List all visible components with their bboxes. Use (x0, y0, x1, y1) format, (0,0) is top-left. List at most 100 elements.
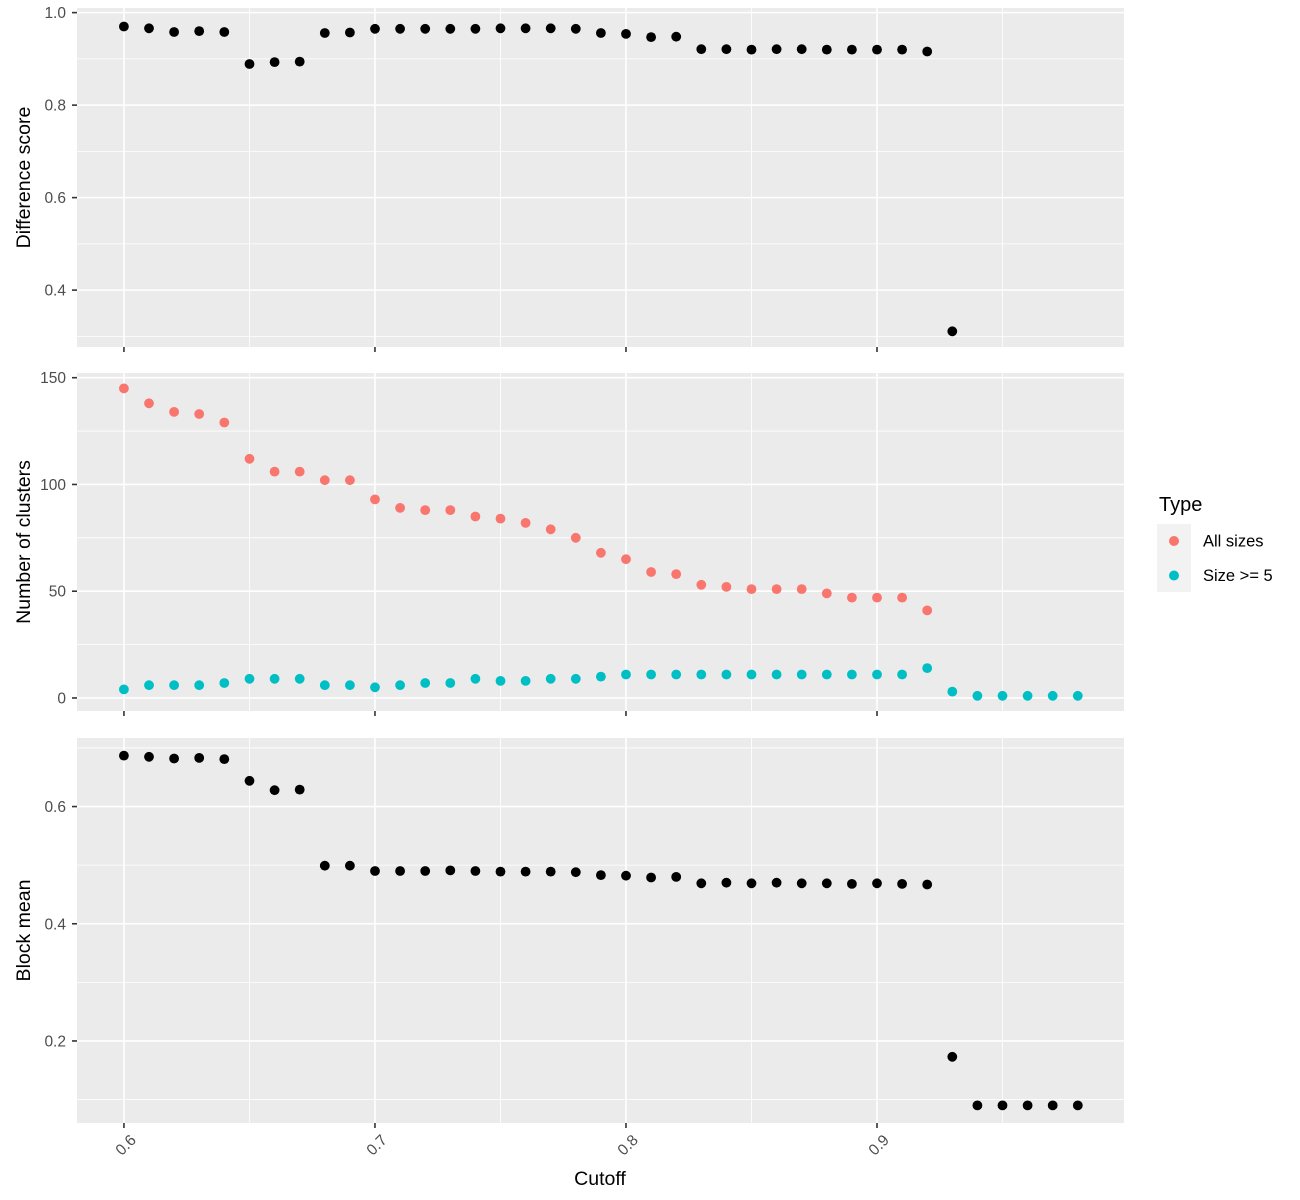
data-point (144, 751, 154, 762)
data-point (294, 466, 305, 477)
data-point (570, 867, 581, 878)
data-point (370, 494, 380, 505)
panel-block-mean: 0.2 0.4 0.6 0.6 0.7 0.8 0.9 (44, 738, 1124, 1159)
data-point (821, 44, 832, 55)
data-point (821, 588, 832, 599)
data-point (420, 23, 431, 34)
data-point (345, 680, 355, 691)
data-point (1022, 690, 1033, 701)
data-point (570, 532, 581, 543)
data-point (445, 23, 456, 34)
data-point (470, 673, 481, 684)
x-tick-label: 0.9 (866, 1132, 893, 1159)
data-point (370, 682, 380, 693)
data-point (796, 669, 807, 680)
data-point (269, 57, 280, 67)
data-point (495, 23, 506, 34)
data-point (596, 28, 606, 38)
data-point (872, 592, 882, 603)
data-point (997, 1100, 1008, 1111)
data-point (1047, 690, 1058, 701)
y-tick-label: 0.6 (44, 799, 66, 816)
data-point (495, 676, 506, 686)
data-point (897, 592, 907, 603)
data-point (696, 579, 707, 590)
data-point (420, 505, 431, 515)
data-point (696, 669, 707, 680)
data-point (897, 879, 907, 889)
data-point (244, 59, 255, 69)
data-point (796, 878, 807, 889)
data-point (796, 584, 807, 594)
data-point (847, 669, 857, 680)
y-axis-title-difference-score: Difference score (13, 107, 35, 249)
data-point (470, 23, 481, 34)
legend-dot-size-ge-5-icon (1169, 570, 1179, 581)
y-axis-title-number-of-clusters: Number of clusters (13, 460, 35, 624)
data-point (169, 27, 180, 37)
data-point (872, 669, 882, 680)
data-point (445, 505, 456, 515)
x-tick-label: 0.6 (113, 1132, 140, 1159)
data-point (671, 872, 682, 882)
data-point (596, 870, 606, 880)
data-point (771, 669, 782, 680)
series-difference-score (119, 21, 958, 337)
data-point (947, 1051, 958, 1062)
series-size-5 (119, 663, 1083, 701)
data-point (746, 878, 757, 889)
data-point (746, 669, 757, 680)
data-point (696, 44, 707, 55)
data-point (144, 23, 154, 34)
data-point (796, 44, 807, 55)
data-point (395, 866, 405, 876)
y-tick-label: 1.0 (44, 5, 66, 22)
data-point (922, 879, 933, 890)
data-point (872, 878, 882, 889)
data-point (520, 866, 531, 877)
data-point (872, 44, 882, 55)
series-block-mean (119, 750, 1083, 1111)
data-point (545, 673, 556, 684)
data-point (1047, 1100, 1058, 1111)
data-point (821, 669, 832, 680)
data-point (545, 524, 556, 535)
data-point (345, 27, 355, 38)
data-point (520, 518, 531, 528)
data-point (897, 44, 907, 55)
data-point (119, 684, 129, 695)
data-point (545, 866, 556, 877)
data-point (520, 23, 531, 34)
data-point (646, 567, 656, 577)
x-axis-title: Cutoff (574, 1168, 626, 1190)
data-point (646, 32, 656, 42)
data-point (470, 511, 481, 522)
data-point (621, 870, 631, 881)
data-point (596, 547, 606, 558)
data-point (671, 569, 682, 579)
legend-title: Type (1159, 494, 1202, 516)
data-point (771, 877, 782, 888)
data-point (771, 584, 782, 594)
data-point (721, 669, 732, 680)
series-all-sizes (119, 383, 933, 616)
data-point (972, 1100, 983, 1111)
data-point (847, 44, 857, 55)
y-tick-label: 0 (57, 690, 66, 707)
data-point (1072, 1100, 1083, 1111)
data-point (244, 673, 255, 684)
data-point (646, 872, 656, 883)
data-point (746, 584, 757, 594)
data-point (319, 860, 330, 871)
data-point (821, 878, 832, 889)
data-point (897, 669, 907, 680)
data-point (219, 27, 230, 37)
data-point (696, 878, 707, 889)
data-point (847, 879, 857, 889)
data-point (294, 56, 305, 67)
panel-number-of-clusters: 0 50 100 150 (40, 370, 1124, 716)
data-point (370, 866, 380, 876)
data-point (194, 26, 205, 36)
data-point (420, 678, 431, 688)
